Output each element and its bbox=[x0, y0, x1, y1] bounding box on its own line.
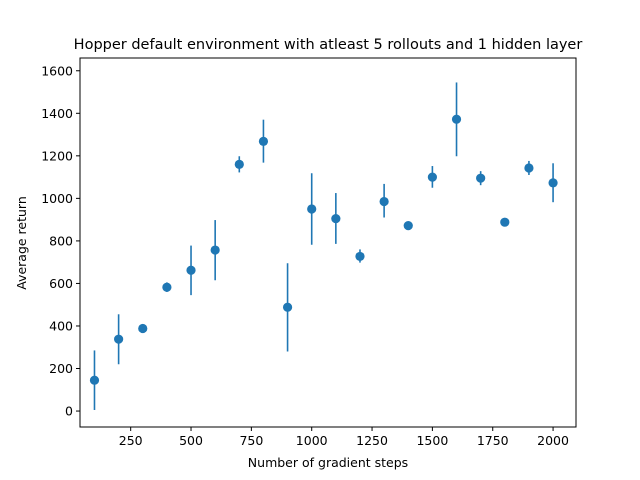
data-point bbox=[307, 204, 317, 214]
y-axis-label: Average return bbox=[14, 196, 29, 290]
data-point bbox=[476, 173, 486, 183]
data-point-group bbox=[476, 171, 486, 186]
data-point-group bbox=[331, 193, 341, 244]
data-point-group bbox=[307, 173, 317, 245]
data-point bbox=[500, 217, 510, 227]
data-point bbox=[186, 265, 196, 275]
data-point-group bbox=[451, 82, 462, 157]
data-point bbox=[331, 213, 341, 224]
x-tick-label: 1000 bbox=[296, 433, 328, 448]
x-tick-label: 2000 bbox=[537, 433, 569, 448]
data-point bbox=[524, 163, 534, 173]
data-point-group bbox=[162, 282, 172, 292]
data-point-group bbox=[258, 119, 269, 163]
y-tick-label: 1600 bbox=[41, 63, 73, 78]
y-tick-label: 1000 bbox=[41, 191, 73, 206]
data-point bbox=[114, 334, 124, 344]
y-tick-label: 400 bbox=[49, 318, 73, 333]
data-point bbox=[451, 114, 462, 124]
data-point-group bbox=[427, 166, 437, 188]
data-point-group bbox=[282, 263, 293, 352]
data-point bbox=[355, 251, 365, 262]
y-tick-label: 1200 bbox=[41, 148, 73, 163]
x-tick-label: 250 bbox=[119, 433, 143, 448]
plot-area bbox=[89, 82, 558, 410]
data-point-group bbox=[186, 245, 196, 296]
data-point bbox=[210, 245, 220, 255]
plot-frame bbox=[79, 57, 577, 428]
data-point bbox=[162, 282, 172, 292]
data-point-group bbox=[548, 163, 558, 203]
y-tick-label: 200 bbox=[49, 361, 73, 376]
data-point-group bbox=[138, 323, 148, 334]
chart-title: Hopper default environment with atleast … bbox=[74, 37, 583, 53]
data-point-group bbox=[403, 220, 413, 231]
y-tick-label: 600 bbox=[49, 276, 73, 291]
data-point bbox=[403, 220, 413, 231]
data-point-group bbox=[524, 160, 534, 175]
data-point bbox=[234, 159, 244, 169]
data-point bbox=[282, 302, 293, 312]
data-point-group bbox=[210, 220, 220, 281]
x-tick-label: 1250 bbox=[356, 433, 388, 448]
x-axis-label: Number of gradient steps bbox=[248, 455, 408, 470]
data-point bbox=[379, 196, 389, 207]
data-point-group bbox=[89, 350, 100, 410]
x-tick-label: 500 bbox=[179, 433, 203, 448]
data-point bbox=[548, 178, 558, 188]
x-tick-label: 750 bbox=[239, 433, 263, 448]
data-point-group bbox=[379, 183, 389, 218]
data-point-group bbox=[355, 249, 365, 263]
data-point-group bbox=[114, 314, 124, 365]
y-tick-label: 1400 bbox=[41, 106, 73, 121]
data-point-group bbox=[500, 217, 510, 227]
axes: 250 500 750 1000 1250 1500 1750 2000 0 200 400 600 8… bbox=[41, 57, 577, 448]
data-point bbox=[258, 136, 269, 146]
y-tick-label: 0 bbox=[65, 404, 73, 419]
x-tick-label: 1500 bbox=[416, 433, 448, 448]
y-tick-label: 800 bbox=[49, 233, 73, 248]
x-tick-label: 1750 bbox=[477, 433, 509, 448]
data-point bbox=[427, 172, 437, 182]
data-point bbox=[89, 375, 100, 385]
data-point bbox=[138, 323, 148, 334]
data-point-group bbox=[234, 156, 244, 173]
